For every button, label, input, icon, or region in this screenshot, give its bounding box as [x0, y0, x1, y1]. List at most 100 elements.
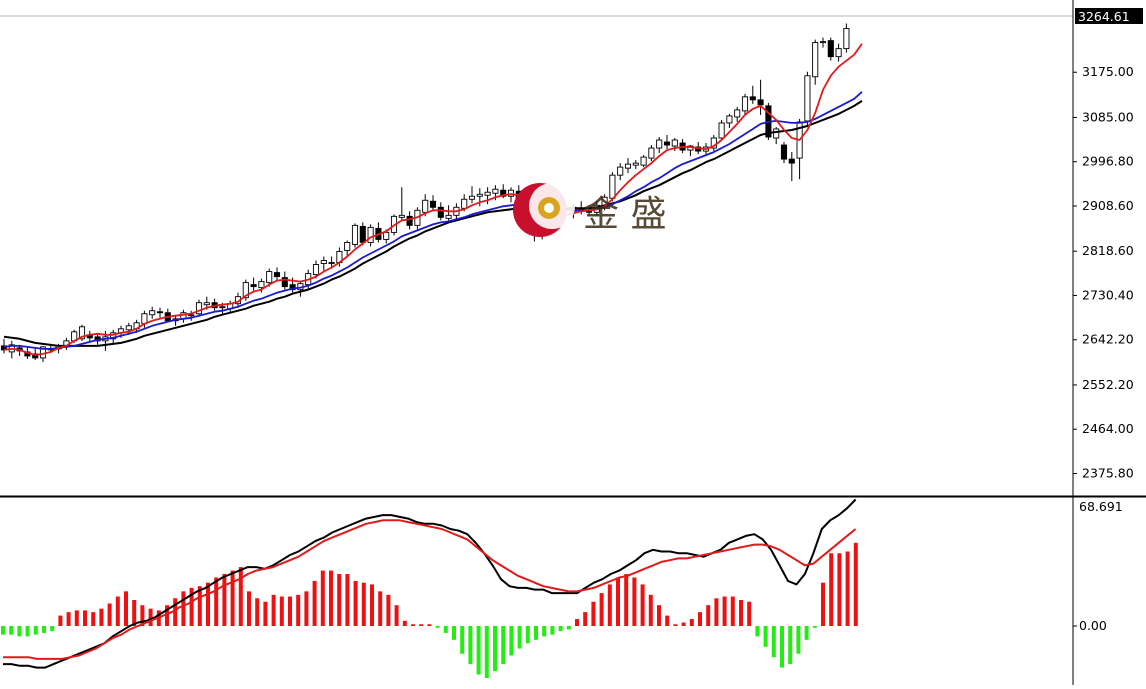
macd-histogram-bar: [370, 584, 374, 626]
candle: [624, 158, 632, 174]
candle-body: [812, 42, 819, 78]
last-price-text: 3264.61: [1078, 9, 1130, 24]
candle: [648, 145, 655, 162]
macd-histogram-bar: [689, 619, 694, 626]
macd-histogram-bar: [616, 577, 620, 626]
ma-mid-line: [3, 91, 863, 350]
candle: [188, 310, 195, 321]
candle: [398, 187, 405, 222]
macd-histogram-bar: [853, 542, 858, 626]
macd-histogram-bar: [755, 626, 760, 637]
candle-body: [632, 162, 639, 166]
macd-histogram-bar: [575, 619, 579, 626]
macd-histogram-bar: [435, 626, 440, 628]
macd-histogram-bar: [640, 584, 645, 626]
macd-histogram-bar: [698, 612, 702, 626]
macd-histogram-bar: [427, 624, 432, 626]
candle-body: [843, 28, 850, 50]
candle-body: [195, 302, 203, 315]
price-tick-label: 3175.00: [1082, 64, 1134, 79]
macd-histogram-bar: [534, 626, 538, 640]
candle-body: [648, 147, 655, 159]
macd-histogram-bar: [238, 567, 243, 626]
candle-body: [273, 272, 281, 278]
macd-histogram-bar: [173, 598, 178, 626]
macd-histogram-bar: [517, 626, 522, 649]
candle: [437, 202, 444, 221]
macd-lines: [3, 498, 857, 669]
macd-histogram-bar: [1, 626, 5, 635]
macd-histogram-bar: [206, 582, 210, 626]
macd-histogram-bar: [361, 582, 366, 626]
candle-body: [422, 199, 429, 213]
macd-histogram-bar: [607, 584, 612, 626]
candle-body: [492, 188, 499, 194]
candle-body: [468, 195, 476, 200]
macd-histogram-bar: [780, 626, 784, 668]
macd-histogram-bar: [845, 551, 850, 626]
candle-body: [819, 41, 827, 44]
price-axis: 3175.00 3085.00 2996.80 2908.60 2818.60 2730.…: [1073, 64, 1134, 481]
macd-histogram-bar: [17, 626, 22, 637]
macd-histogram-bar: [83, 610, 87, 626]
macd-histogram-bar: [337, 574, 342, 626]
candle-body: [242, 282, 249, 299]
candle: [484, 187, 491, 205]
watermark-logo: 金 盛: [513, 183, 666, 237]
candle-body: [476, 193, 483, 197]
macd-histogram-bar: [821, 582, 825, 626]
candle: [632, 160, 639, 170]
candle-body: [312, 264, 320, 276]
candle-body: [718, 122, 725, 139]
candle-body: [367, 226, 374, 243]
macd-histogram-bar: [165, 605, 169, 626]
watermark-text: 金 盛: [583, 194, 666, 235]
candle: [250, 277, 257, 291]
macd-histogram-bar: [591, 601, 596, 626]
candle: [195, 299, 203, 317]
macd-histogram-bar: [632, 577, 637, 626]
candle-body: [445, 214, 452, 219]
macd-histogram-bar: [329, 570, 333, 626]
macd-signal-line: [3, 519, 857, 660]
candle-body: [726, 115, 733, 124]
macd-histogram-bar: [42, 626, 46, 633]
macd-histogram-bar: [452, 626, 456, 640]
candle-body: [219, 306, 226, 309]
candle: [773, 126, 780, 145]
candle-body: [484, 191, 491, 196]
candle-body: [188, 314, 195, 317]
candle-body: [266, 271, 273, 284]
candle-body: [125, 325, 132, 331]
macd-histogram-bar: [345, 574, 350, 626]
price-tick-label: 3085.00: [1082, 109, 1134, 124]
macd-histogram-bar: [730, 596, 735, 626]
candle: [827, 37, 834, 61]
macd-histogram-bar: [788, 626, 793, 665]
macd-histogram-bar: [115, 596, 120, 626]
candle-body: [757, 99, 764, 106]
macd-histogram-bar: [804, 626, 809, 640]
candle-body: [429, 200, 437, 208]
candle: [640, 155, 647, 168]
macd-histogram-bar: [706, 605, 711, 626]
candle-body: [406, 215, 413, 226]
macd-histogram-bar: [468, 626, 473, 665]
macd-histogram-bar: [476, 626, 481, 675]
macd-histogram-bar: [747, 601, 752, 626]
macd-histogram-bar: [247, 591, 251, 626]
macd-histogram-bar: [320, 570, 325, 626]
candle-body: [656, 139, 663, 149]
candle-body: [78, 326, 86, 340]
macd-histogram-bar: [189, 587, 194, 626]
candle-body: [156, 311, 164, 314]
candle: [812, 39, 819, 85]
candle-body: [507, 189, 515, 197]
macd-histogram-bar: [288, 596, 292, 626]
candle-body: [773, 128, 780, 139]
macd-histogram-bar: [484, 626, 489, 678]
moving-average-lines: [3, 43, 863, 356]
macd-histogram-bar: [812, 626, 817, 628]
macd-histogram-bar: [197, 586, 202, 626]
